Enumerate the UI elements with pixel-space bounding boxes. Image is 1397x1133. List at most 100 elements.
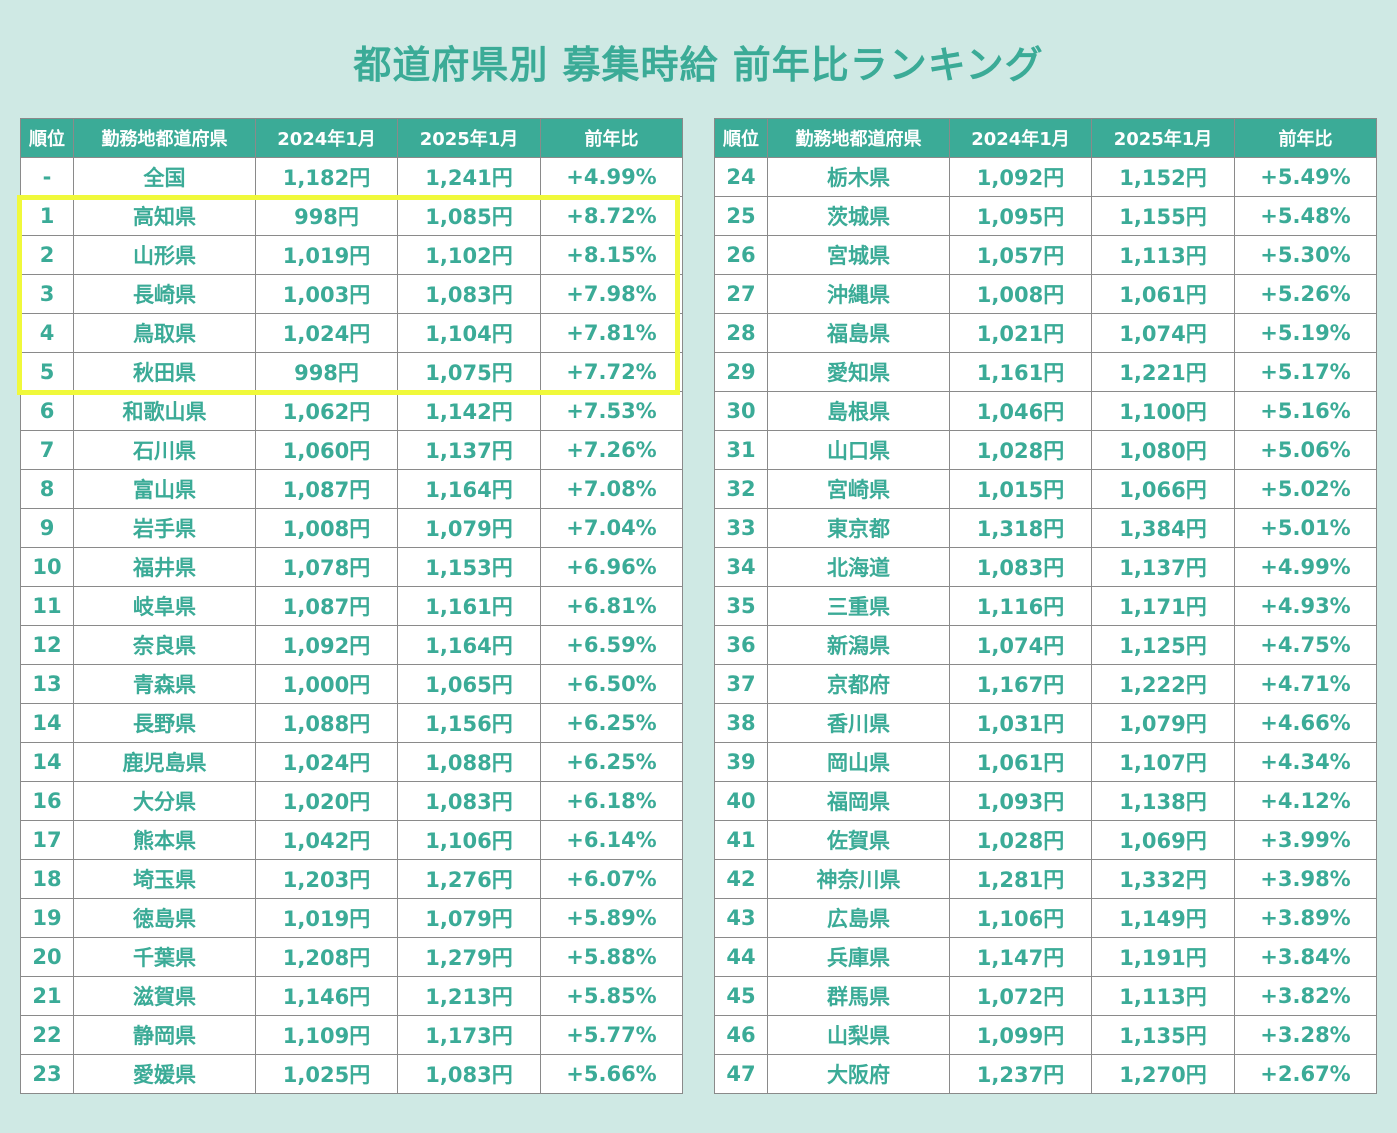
table-row: 10 福井県 1,078円 1,153円 +6.96%	[20, 547, 683, 587]
yoy-cell: +2.67%	[1234, 1054, 1377, 1094]
rank-cell: 11	[20, 586, 74, 626]
rank-cell: 6	[20, 391, 74, 431]
wage-2025-cell: 1,164円	[397, 625, 541, 665]
prefecture-cell: 茨城県	[767, 196, 950, 236]
table-row: 26 宮城県 1,057円 1,113円 +5.30%	[714, 235, 1377, 275]
table-row: 31 山口県 1,028円 1,080円 +5.06%	[714, 430, 1377, 470]
wage-2024-cell: 1,208円	[255, 937, 398, 977]
table-row: 25 茨城県 1,095円 1,155円 +5.48%	[714, 196, 1377, 236]
wage-2024-cell: 1,042円	[255, 820, 398, 860]
rank-cell: 36	[714, 625, 768, 665]
wage-2025-cell: 1,079円	[397, 508, 541, 548]
wage-2025-cell: 1,332円	[1091, 859, 1235, 899]
header-2024-jan: 2024年1月	[949, 118, 1092, 158]
wage-2025-cell: 1,156円	[397, 703, 541, 743]
header-2025-jan: 2025年1月	[397, 118, 541, 158]
header-prefecture: 勤務地都道府県	[73, 118, 256, 158]
wage-2025-cell: 1,173円	[397, 1015, 541, 1055]
yoy-cell: +5.66%	[540, 1054, 683, 1094]
wage-2024-cell: 1,024円	[255, 313, 398, 353]
rank-cell: 35	[714, 586, 768, 626]
wage-2024-cell: 1,078円	[255, 547, 398, 587]
table-row: 37 京都府 1,167円 1,222円 +4.71%	[714, 664, 1377, 704]
yoy-cell: +7.72%	[540, 352, 683, 392]
prefecture-cell: 青森県	[73, 664, 256, 704]
table-row: 32 宮崎県 1,015円 1,066円 +5.02%	[714, 469, 1377, 509]
yoy-cell: +6.96%	[540, 547, 683, 587]
yoy-cell: +5.02%	[1234, 469, 1377, 509]
prefecture-cell: 大阪府	[767, 1054, 950, 1094]
table-row: 7 石川県 1,060円 1,137円 +7.26%	[20, 430, 683, 470]
prefecture-cell: 福井県	[73, 547, 256, 587]
yoy-cell: +5.26%	[1234, 274, 1377, 314]
header-yoy: 前年比	[1234, 118, 1377, 158]
table-row: 17 熊本県 1,042円 1,106円 +6.14%	[20, 820, 683, 860]
rank-cell: 3	[20, 274, 74, 314]
rank-cell: 23	[20, 1054, 74, 1094]
rank-cell: 12	[20, 625, 74, 665]
yoy-cell: +5.85%	[540, 976, 683, 1016]
wage-2024-cell: 1,087円	[255, 586, 398, 626]
yoy-cell: +7.26%	[540, 430, 683, 470]
wage-2024-cell: 1,083円	[949, 547, 1092, 587]
prefecture-cell: 宮崎県	[767, 469, 950, 509]
rank-cell: 32	[714, 469, 768, 509]
rank-cell: 28	[714, 313, 768, 353]
wage-2024-cell: 1,015円	[949, 469, 1092, 509]
prefecture-cell: 岡山県	[767, 742, 950, 782]
table-row: 14 鹿児島県 1,024円 1,088円 +6.25%	[20, 742, 683, 782]
wage-2024-cell: 1,025円	[255, 1054, 398, 1094]
wage-2025-cell: 1,079円	[1091, 703, 1235, 743]
rank-cell: 26	[714, 235, 768, 275]
yoy-cell: +5.88%	[540, 937, 683, 977]
table-row: 22 静岡県 1,109円 1,173円 +5.77%	[20, 1015, 683, 1055]
table-row: 20 千葉県 1,208円 1,279円 +5.88%	[20, 937, 683, 977]
wage-2024-cell: 1,020円	[255, 781, 398, 821]
yoy-cell: +3.98%	[1234, 859, 1377, 899]
wage-2025-cell: 1,152円	[1091, 157, 1235, 197]
wage-2025-cell: 1,088円	[397, 742, 541, 782]
wage-2024-cell: 1,019円	[255, 898, 398, 938]
wage-2025-cell: 1,161円	[397, 586, 541, 626]
table-row: 24 栃木県 1,092円 1,152円 +5.49%	[714, 157, 1377, 197]
table-row: 36 新潟県 1,074円 1,125円 +4.75%	[714, 625, 1377, 665]
rank-cell: 38	[714, 703, 768, 743]
wage-2025-cell: 1,080円	[1091, 430, 1235, 470]
wage-2025-cell: 1,074円	[1091, 313, 1235, 353]
yoy-cell: +5.19%	[1234, 313, 1377, 353]
wage-2025-cell: 1,113円	[1091, 235, 1235, 275]
wage-2025-cell: 1,069円	[1091, 820, 1235, 860]
wage-2024-cell: 1,182円	[255, 157, 398, 197]
prefecture-cell: 香川県	[767, 703, 950, 743]
yoy-cell: +7.08%	[540, 469, 683, 509]
wage-2024-cell: 1,088円	[255, 703, 398, 743]
wage-2025-cell: 1,149円	[1091, 898, 1235, 938]
yoy-cell: +3.84%	[1234, 937, 1377, 977]
table-row: 42 神奈川県 1,281円 1,332円 +3.98%	[714, 859, 1377, 899]
page-title: 都道府県別 募集時給 前年比ランキング	[353, 43, 1044, 87]
wage-2025-cell: 1,100円	[1091, 391, 1235, 431]
wage-2025-cell: 1,083円	[397, 781, 541, 821]
wage-2024-cell: 1,099円	[949, 1015, 1092, 1055]
prefecture-cell: 大分県	[73, 781, 256, 821]
prefecture-cell: 静岡県	[73, 1015, 256, 1055]
yoy-cell: +5.16%	[1234, 391, 1377, 431]
prefecture-cell: 秋田県	[73, 352, 256, 392]
yoy-cell: +5.17%	[1234, 352, 1377, 392]
prefecture-cell: 鳥取県	[73, 313, 256, 353]
prefecture-cell: 神奈川県	[767, 859, 950, 899]
prefecture-cell: 滋賀県	[73, 976, 256, 1016]
wage-2024-cell: 1,095円	[949, 196, 1092, 236]
prefecture-cell: 千葉県	[73, 937, 256, 977]
wage-2024-cell: 998円	[255, 352, 398, 392]
header-2025-jan: 2025年1月	[1091, 118, 1235, 158]
table-row: 23 愛媛県 1,025円 1,083円 +5.66%	[20, 1054, 683, 1094]
wage-2025-cell: 1,221円	[1091, 352, 1235, 392]
wage-2025-cell: 1,061円	[1091, 274, 1235, 314]
table-row: 30 島根県 1,046円 1,100円 +5.16%	[714, 391, 1377, 431]
wage-2025-cell: 1,065円	[397, 664, 541, 704]
yoy-cell: +7.04%	[540, 508, 683, 548]
table-row: 6 和歌山県 1,062円 1,142円 +7.53%	[20, 391, 683, 431]
yoy-cell: +4.66%	[1234, 703, 1377, 743]
rank-cell: 2	[20, 235, 74, 275]
